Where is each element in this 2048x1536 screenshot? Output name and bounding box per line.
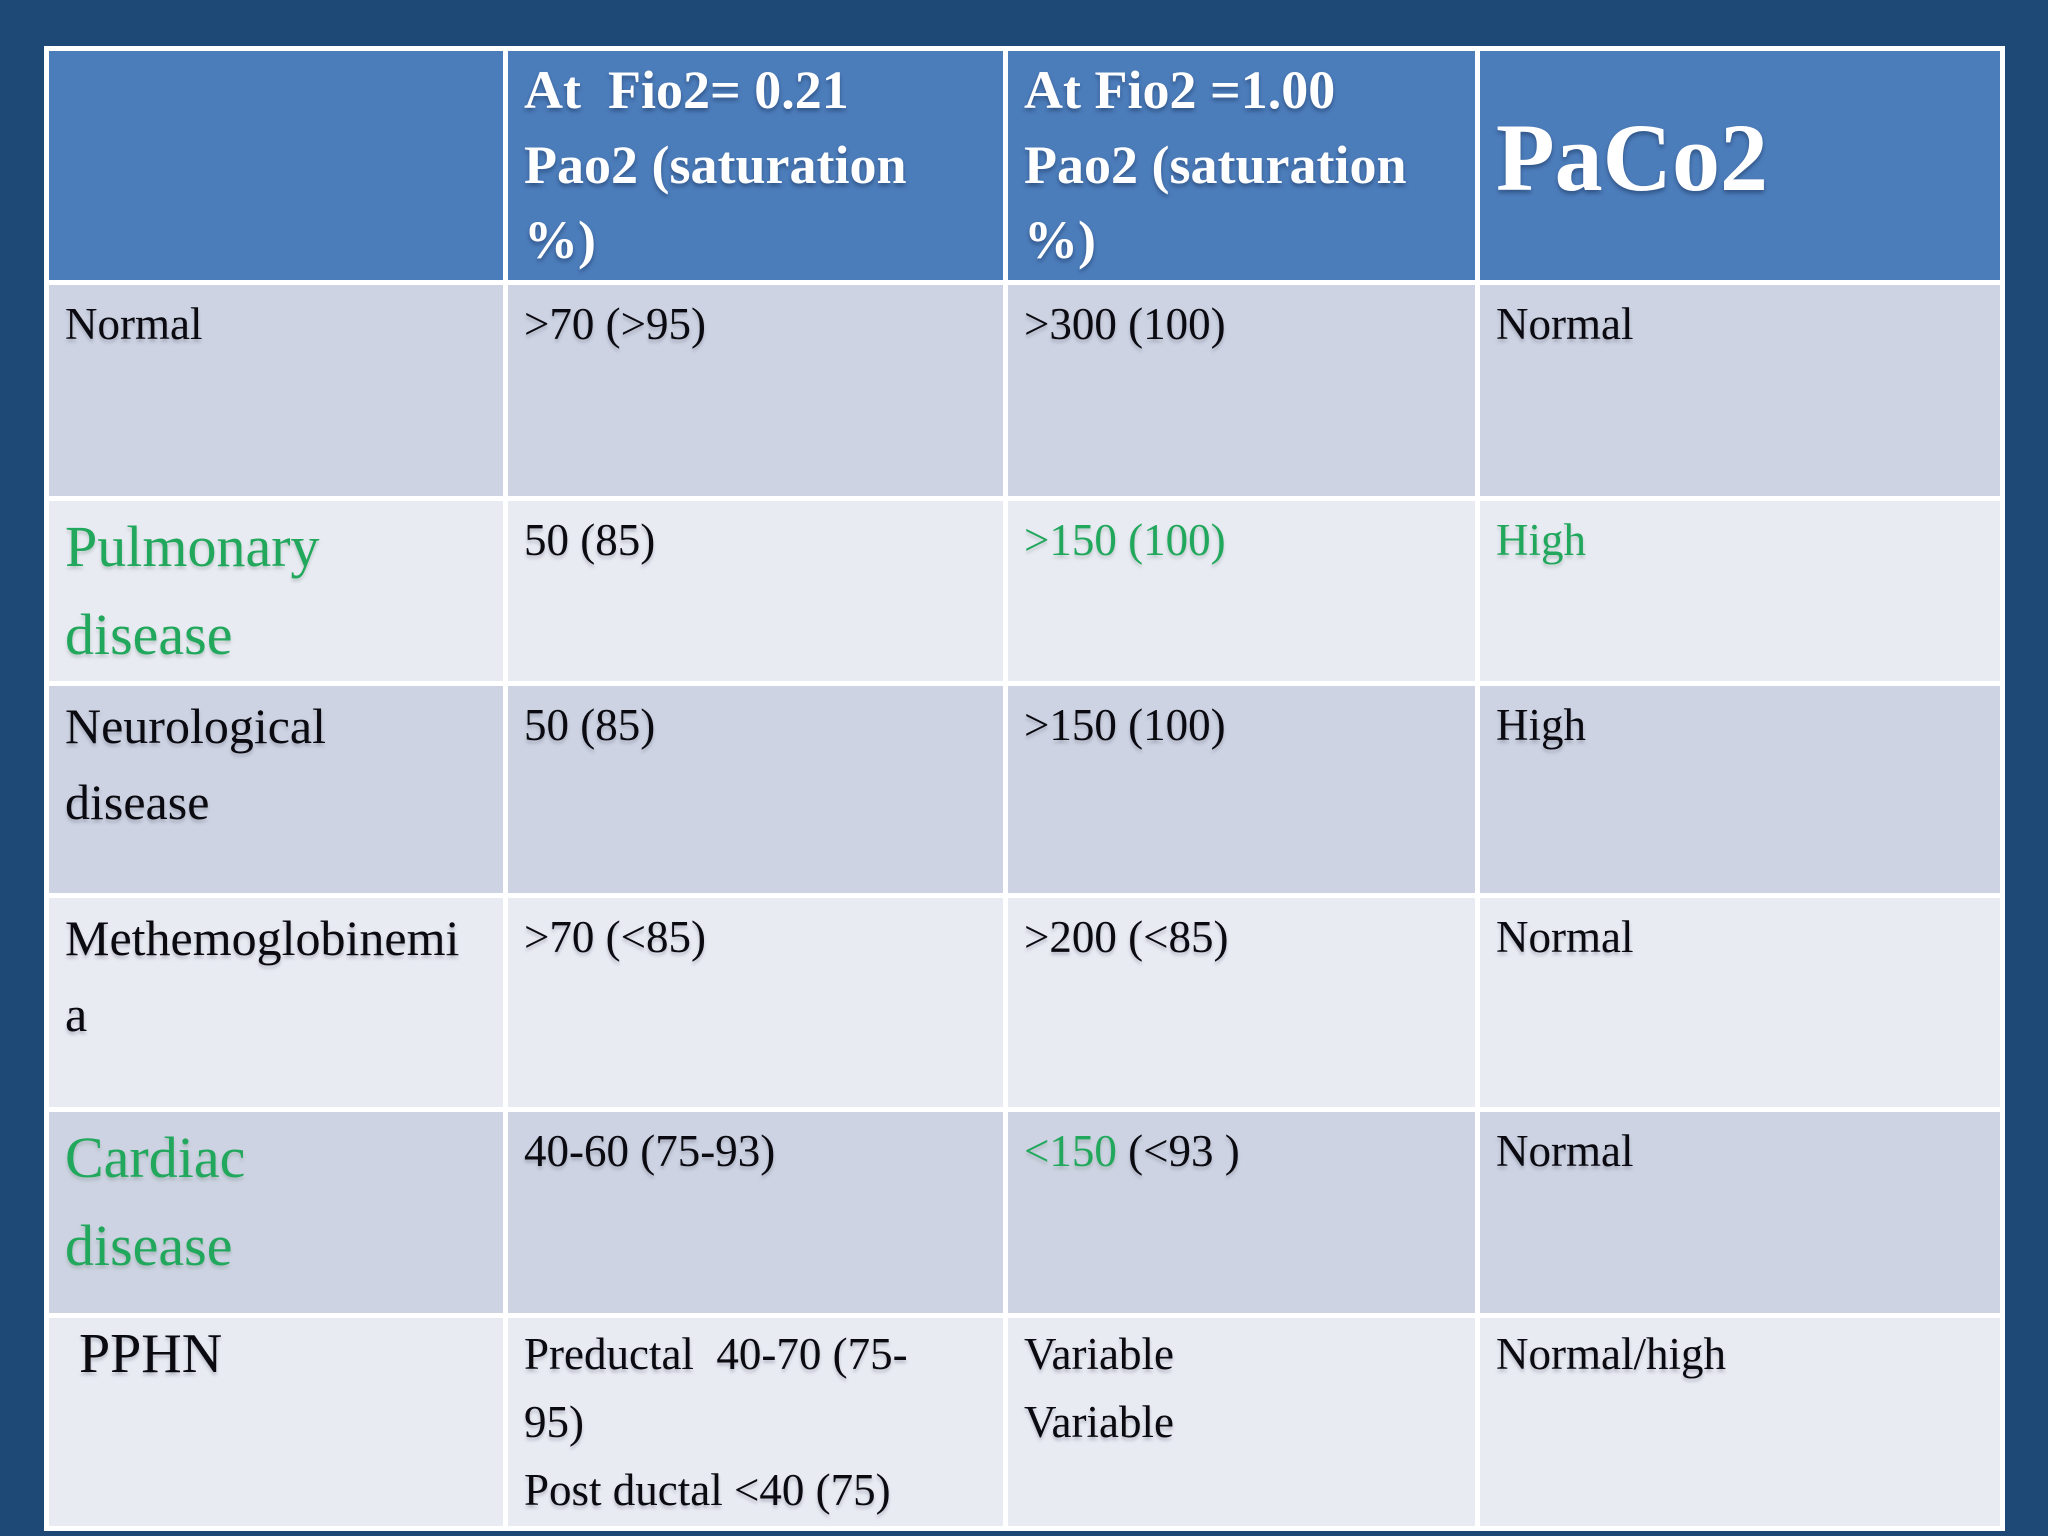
header-fio2-021: At Fio2= 0.21 Pao2 (saturation %) xyxy=(503,46,1008,285)
cell-neurological-paco2: High xyxy=(1475,681,2005,898)
cell-cardiac-paco2: Normal xyxy=(1475,1107,2005,1318)
row-pulmonary-disease: Pulmonary disease 50 (85) >150 (100) Hig… xyxy=(44,496,2005,686)
blood-gas-table: At Fio2= 0.21 Pao2 (saturation %) At Fio… xyxy=(44,46,2005,1531)
label-pphn: PPHN xyxy=(44,1313,508,1531)
cell-methemoglobinemia-paco2: Normal xyxy=(1475,893,2005,1112)
cell-neurological-fio2-021: 50 (85) xyxy=(503,681,1008,898)
header-condition-blank xyxy=(44,46,508,285)
row-pphn: PPHN Preductal 40-70 (75- 95) Post ducta… xyxy=(44,1313,2005,1531)
cell-cardiac-fio2-100: <150 (<93 ) xyxy=(1003,1107,1480,1318)
header-paco2: PaCo2 xyxy=(1475,46,2005,285)
cell-normal-fio2-021: >70 (>95) xyxy=(503,280,1008,501)
cell-normal-fio2-100: >300 (100) xyxy=(1003,280,1480,501)
cell-pphn-fio2-100: Variable Variable xyxy=(1003,1313,1480,1531)
cell-pphn-paco2: Normal/high xyxy=(1475,1313,2005,1531)
row-normal: Normal >70 (>95) >300 (100) Normal xyxy=(44,280,2005,501)
cell-pphn-fio2-021: Preductal 40-70 (75- 95) Post ductal <40… xyxy=(503,1313,1008,1531)
row-neurological-disease: Neurological disease 50 (85) >150 (100) … xyxy=(44,681,2005,898)
header-fio2-100: At Fio2 =1.00 Pao2 (saturation %) xyxy=(1003,46,1480,285)
row-methemoglobinemia: Methemoglobinemi a >70 (<85) >200 (<85) … xyxy=(44,893,2005,1112)
cell-pulmonary-fio2-100: >150 (100) xyxy=(1003,496,1480,686)
cardiac-fio2-100-value-green: <150 xyxy=(1024,1126,1117,1176)
label-methemoglobinemia: Methemoglobinemi a xyxy=(44,893,508,1112)
cell-pulmonary-fio2-021: 50 (85) xyxy=(503,496,1008,686)
cell-cardiac-fio2-021: 40-60 (75-93) xyxy=(503,1107,1008,1318)
cell-methemoglobinemia-fio2-100: >200 (<85) xyxy=(1003,893,1480,1112)
label-normal: Normal xyxy=(44,280,508,501)
header-row: At Fio2= 0.21 Pao2 (saturation %) At Fio… xyxy=(44,46,2005,285)
cell-neurological-fio2-100: >150 (100) xyxy=(1003,681,1480,898)
row-cardiac-disease: Cardiac disease 40-60 (75-93) <150 (<93 … xyxy=(44,1107,2005,1318)
label-neurological-disease: Neurological disease xyxy=(44,681,508,898)
label-pulmonary-disease: Pulmonary disease xyxy=(44,496,508,686)
label-cardiac-disease: Cardiac disease xyxy=(44,1107,508,1318)
cell-methemoglobinemia-fio2-021: >70 (<85) xyxy=(503,893,1008,1112)
cell-normal-paco2: Normal xyxy=(1475,280,2005,501)
cardiac-fio2-100-saturation: (<93 ) xyxy=(1116,1126,1240,1176)
cell-pulmonary-paco2: High xyxy=(1475,496,2005,686)
